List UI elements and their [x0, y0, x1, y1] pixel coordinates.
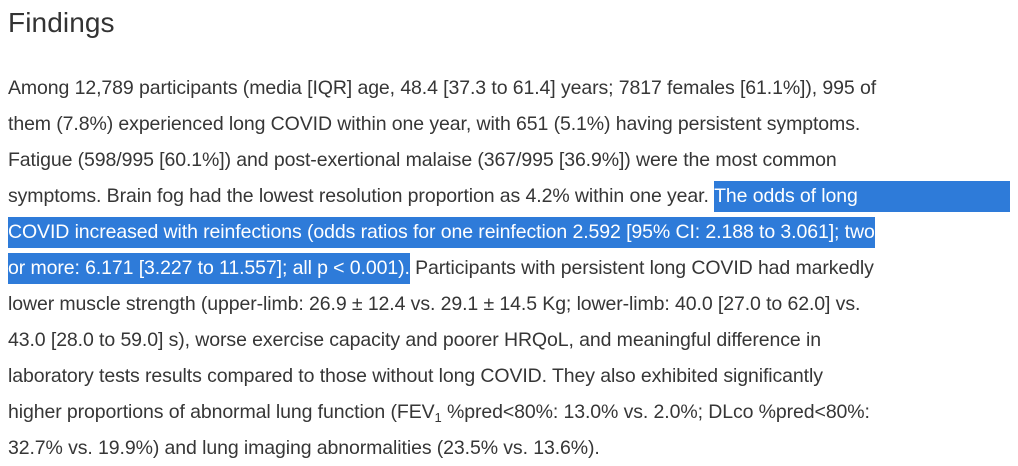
section-heading: Findings — [8, 7, 115, 38]
text-line: symptoms. Brain fog had the lowest resol… — [8, 178, 1010, 214]
text-line: them (7.8%) experienced long COVID withi… — [8, 106, 1010, 142]
text-segment: 1 — [434, 410, 442, 425]
selected-text: or more: 6.171 [3.227 to 11.557]; all p … — [8, 252, 410, 284]
selection-extension — [857, 180, 1010, 212]
findings-paragraph: Among 12,789 participants (media [IQR] a… — [8, 70, 1010, 466]
text-segment: 43.0 [28.0 to 59.0] s), worse exercise c… — [8, 329, 821, 351]
text-segment: symptoms. Brain fog had the lowest resol… — [8, 185, 715, 207]
text-segment: Participants with persistent long COVID … — [409, 257, 874, 279]
text-segment: 32.7% vs. 19.9%) and lung imaging abnorm… — [8, 437, 600, 459]
selected-text: COVID increased with reinfections (odds … — [8, 216, 875, 248]
text-segment: %pred<80%: 13.0% vs. 2.0%; DLco %pred<80… — [441, 401, 870, 423]
text-segment: Among 12,789 participants (media [IQR] a… — [8, 77, 877, 99]
text-segment: laboratory tests results compared to tho… — [8, 365, 823, 387]
text-segment: them (7.8%) experienced long COVID withi… — [8, 113, 861, 135]
text-line: lower muscle strength (upper-limb: 26.9 … — [8, 286, 1010, 322]
text-line: laboratory tests results compared to tho… — [8, 358, 1010, 394]
text-line: 32.7% vs. 19.9%) and lung imaging abnorm… — [8, 430, 1010, 466]
text-segment: lower muscle strength (upper-limb: 26.9 … — [8, 293, 861, 315]
text-line: Fatigue (598/995 [60.1%]) and post-exert… — [8, 142, 1010, 178]
text-line: COVID increased with reinfections (odds … — [8, 214, 1010, 250]
selected-text: The odds of long — [714, 180, 858, 212]
text-line: Among 12,789 participants (media [IQR] a… — [8, 70, 1010, 106]
text-line: 43.0 [28.0 to 59.0] s), worse exercise c… — [8, 322, 1010, 358]
text-segment: higher proportions of abnormal lung func… — [8, 401, 435, 423]
text-segment: Fatigue (598/995 [60.1%]) and post-exert… — [8, 149, 837, 171]
text-line: higher proportions of abnormal lung func… — [8, 394, 1010, 430]
text-line: or more: 6.171 [3.227 to 11.557]; all p … — [8, 250, 1010, 286]
